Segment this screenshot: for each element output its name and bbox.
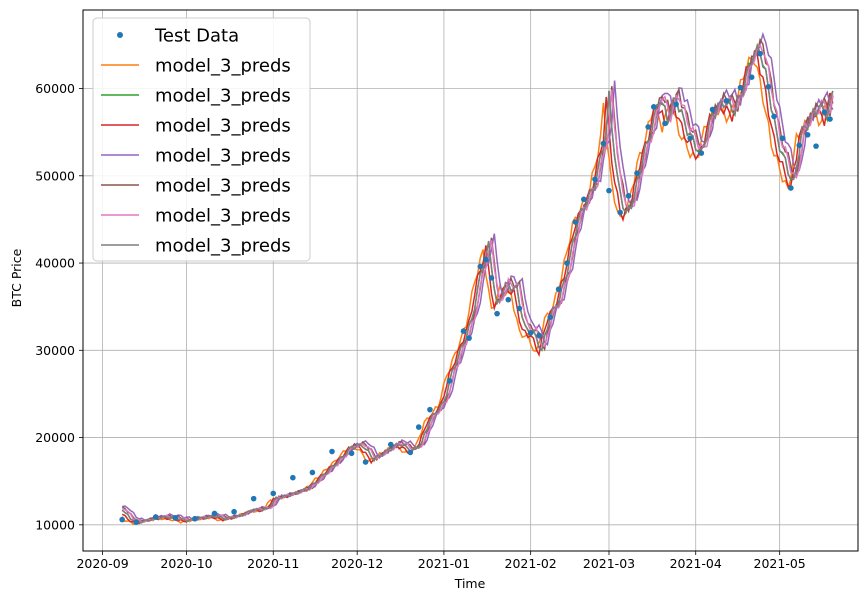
legend-label: model_3_preds <box>155 146 291 167</box>
x-axis-title: Time <box>454 576 486 591</box>
test-data-point <box>813 143 819 149</box>
x-tick-label: 2020-11 <box>247 556 299 571</box>
y-tick-label: 20000 <box>35 430 75 445</box>
test-data-point <box>796 142 803 149</box>
test-data-point <box>547 314 554 320</box>
test-data-point <box>527 330 534 336</box>
x-tick-label: 2021-05 <box>754 556 806 571</box>
legend-label: Test Data <box>154 26 239 47</box>
test-data-point <box>192 515 198 522</box>
test-data-point <box>564 260 570 266</box>
legend-label: model_3_preds <box>155 236 291 257</box>
test-data-point <box>427 406 433 413</box>
test-data-point <box>757 50 763 57</box>
y-tick-label: 10000 <box>35 517 75 532</box>
test-data-point <box>477 263 484 270</box>
legend-label: model_3_preds <box>155 86 291 107</box>
series-layer <box>119 31 834 526</box>
x-tick-label: 2021-01 <box>418 556 470 571</box>
test-data-point <box>362 459 369 465</box>
test-data-point <box>662 120 668 127</box>
test-data-point <box>606 187 612 194</box>
test-data-point <box>172 515 179 521</box>
test-data-point <box>460 328 467 334</box>
y-tick-label: 60000 <box>35 81 75 96</box>
test-data-point <box>446 378 453 384</box>
legend-label: model_3_preds <box>155 116 291 137</box>
test-data-point <box>645 124 651 130</box>
test-data-point <box>231 508 237 515</box>
test-data-point <box>516 305 523 312</box>
test-data-point <box>804 131 811 138</box>
test-data-point <box>687 135 693 142</box>
test-data-point <box>821 109 828 115</box>
test-data-point <box>309 469 316 476</box>
legend-label: model_3_preds <box>155 176 291 197</box>
test-data-point <box>650 104 657 110</box>
test-data-point <box>270 490 277 497</box>
test-data-point <box>634 170 640 176</box>
test-data-point <box>788 185 794 191</box>
test-data-point <box>466 335 472 341</box>
legend: Test Datamodel_3_predsmodel_3_predsmodel… <box>92 17 311 262</box>
test-data-point <box>765 83 772 90</box>
test-data-point <box>152 514 159 520</box>
test-data-point <box>673 101 679 108</box>
legend-marker <box>117 32 123 38</box>
test-data-point <box>536 332 542 339</box>
legend-box <box>92 17 311 262</box>
legend-label: model_3_preds <box>155 206 291 227</box>
test-data-point <box>505 296 512 303</box>
legend-label: model_3_preds <box>155 56 291 77</box>
y-axis-title: BTC Price <box>9 248 24 307</box>
test-data-point <box>581 196 587 203</box>
test-data-point <box>348 450 355 457</box>
y-tick-label: 50000 <box>35 168 75 183</box>
test-data-point <box>290 474 296 481</box>
test-data-point <box>827 116 833 122</box>
test-data-point <box>709 106 716 113</box>
preds-line <box>121 43 834 524</box>
test-data-point <box>779 135 786 142</box>
test-data-point <box>698 150 705 156</box>
test-data-point <box>483 256 489 263</box>
test-data-point <box>250 495 257 502</box>
test-data-point <box>555 286 562 293</box>
y-tick-label: 30000 <box>35 343 75 358</box>
x-tick-label: 2020-12 <box>331 556 383 571</box>
x-tick-label: 2020-09 <box>76 556 128 571</box>
test-data-point <box>329 448 335 455</box>
test-data-point <box>592 176 598 183</box>
y-axis: 10000 20000 30000 40000 50000 60000 <box>35 81 83 532</box>
x-tick-label: 2020-10 <box>160 556 212 571</box>
test-data-point <box>133 519 139 526</box>
test-data-point <box>494 310 500 317</box>
x-tick-label: 2021-02 <box>505 556 557 571</box>
test-data-point <box>771 113 777 120</box>
test-data-point <box>407 449 414 456</box>
y-tick-label: 40000 <box>35 256 75 271</box>
test-data-point <box>415 424 422 430</box>
test-data-point <box>625 193 632 199</box>
axes-frame <box>82 9 859 552</box>
x-tick-label: 2021-03 <box>583 556 635 571</box>
test-data-point <box>617 209 623 216</box>
test-data-point <box>737 84 744 91</box>
test-data-point <box>572 219 579 225</box>
test-data-point <box>723 97 730 104</box>
test-data-point <box>600 140 607 147</box>
test-data-point <box>387 441 394 448</box>
x-axis: 2020-09 2020-10 2020-11 2020-12 2021-01 2021-… <box>76 551 806 571</box>
test-data-point <box>211 510 218 517</box>
test-data-point <box>119 516 125 523</box>
x-tick-label: 2021-04 <box>670 556 722 571</box>
test-data-point <box>488 275 495 281</box>
test-data-point <box>748 74 755 80</box>
